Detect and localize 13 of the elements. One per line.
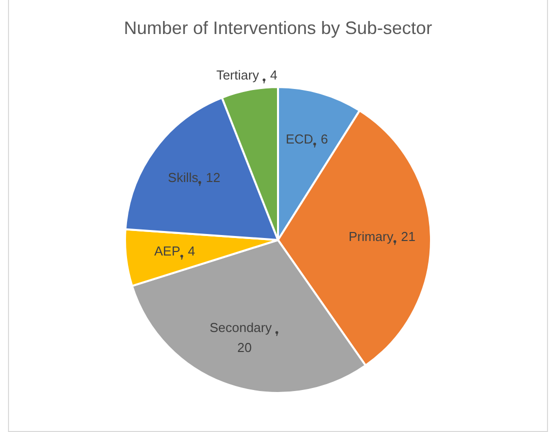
slice-label: Secondary xyxy=(210,320,276,336)
data-label: 21 xyxy=(400,229,416,244)
chart-title: Number of Interventions by Sub-sector xyxy=(122,18,434,39)
data-label: 20 xyxy=(237,340,252,356)
slice-label: AEP xyxy=(154,244,180,259)
slice-label: Tertiary xyxy=(216,68,263,83)
slice-label: Primary xyxy=(348,229,394,244)
data-label: 4 xyxy=(270,68,278,83)
slice-label: ECD xyxy=(286,132,314,147)
data-label: 6 xyxy=(320,132,328,147)
data-label: 12 xyxy=(206,170,220,186)
slice-label: Skills xyxy=(168,170,199,186)
data-label: 4 xyxy=(188,244,196,259)
